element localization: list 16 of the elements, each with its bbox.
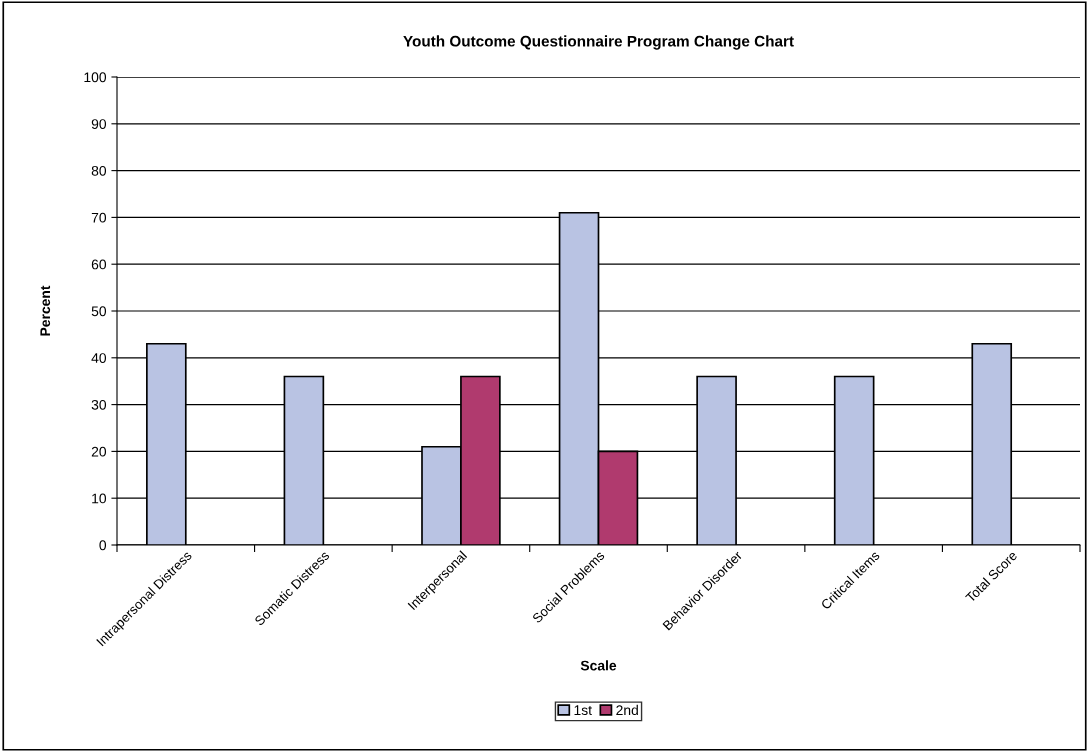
x-axis-title: Scale [580, 660, 617, 671]
y-tick-label: 80 [91, 165, 107, 176]
y-tick-label: 20 [91, 446, 107, 457]
y-tick-label: 50 [91, 306, 107, 317]
legend-label: 1st [574, 705, 592, 716]
chart-title: Youth Outcome Questionnaire Program Change Chart [403, 35, 794, 50]
y-tick-label: 90 [91, 119, 107, 129]
y-tick-label: 70 [91, 212, 107, 223]
legend-label: 2nd [616, 704, 638, 716]
y-tick-label: 0 [99, 540, 107, 551]
y-tick-label: 40 [91, 353, 107, 363]
y-axis-title: Percent [40, 285, 51, 336]
y-tick-label: 100 [84, 72, 107, 83]
y-tick-label: 30 [91, 399, 107, 410]
y-tick-label: 10 [92, 493, 107, 504]
y-tick-label: 60 [91, 259, 107, 270]
